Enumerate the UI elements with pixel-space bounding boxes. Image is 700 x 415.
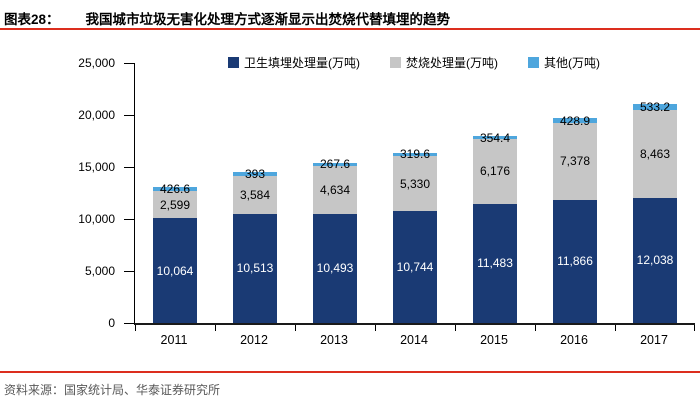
y-axis-labels: 25,000 20,000 15,000 10,000 5,000 0 (0, 56, 115, 330)
y-axis-tick (124, 115, 134, 116)
bar-segment-label: 10,744 (396, 260, 434, 275)
figure-header: 图表28： 我国城市垃圾无害化处理方式逐渐显示出焚烧代替填埋的趋势 (0, 0, 700, 30)
bar-2017: 12,038 8,463 533.2 (633, 100, 677, 323)
x-axis-tick (615, 325, 616, 331)
bar-segment: 319.6 (393, 148, 437, 160)
x-axis-label: 2013 (320, 333, 348, 347)
bar-segment-label: 6,176 (479, 164, 511, 179)
legend-item: 其他(万吨) (528, 54, 600, 71)
legend-item-label: 卫生填埋处理量(万吨) (244, 56, 360, 70)
bar-segment-label: 3,584 (239, 188, 271, 203)
bar-segment: 10,064 (153, 218, 197, 323)
x-axis-tick (135, 325, 136, 331)
x-axis-tick (535, 325, 536, 331)
figure-footer: 资料来源：国家统计局、华泰证券研究所 (0, 371, 700, 398)
y-axis-tick-label: 5,000 (84, 264, 115, 278)
x-axis-tick (215, 325, 216, 331)
bar-segment: 2,599 (153, 191, 197, 219)
legend-item-label: 焚烧处理量(万吨) (406, 56, 498, 70)
bar-segment-label: 10,513 (236, 261, 274, 276)
bar-segment: 7,378 (553, 122, 597, 200)
bar-segment: 4,634 (313, 165, 357, 214)
chart: 卫生填埋处理量(万吨) 焚烧处理量(万吨) 其他(万吨) 25,000 20,000 1… (0, 31, 700, 371)
legend-item-label: 其他(万吨) (544, 56, 600, 70)
bar-segment-label: 319.6 (399, 147, 431, 162)
y-axis-tick-label: 20,000 (78, 108, 115, 122)
bar-segment: 426.6 (153, 183, 197, 195)
plot-area: 10,064 2,599 426.6 10,513 3,584 393 10,493 4,63… (124, 63, 695, 331)
bar-segment-label: 354.4 (479, 130, 511, 145)
x-axis-label: 2016 (560, 333, 588, 347)
x-axis-label: 2011 (160, 333, 188, 347)
x-axis-tick (295, 325, 296, 331)
bar-segment-label: 5,330 (399, 176, 431, 191)
bar-segment: 267.6 (313, 158, 357, 170)
bar-segment: 11,483 (473, 203, 517, 323)
bar-segment-label: 10,493 (316, 261, 354, 276)
bar-2011: 10,064 2,599 426.6 (153, 183, 197, 323)
bar-2015: 11,483 6,176 354.4 (473, 132, 517, 323)
bar-2013: 10,493 4,634 267.6 (313, 158, 357, 323)
bar-segment-label: 10,064 (156, 263, 194, 278)
bar-segment-label: 2,599 (159, 197, 191, 212)
x-axis-label: 2012 (240, 333, 268, 347)
x-axis-label: 2014 (400, 333, 428, 347)
bar-segment-label: 426.6 (159, 182, 191, 197)
bar-segment-label: 8,463 (639, 146, 671, 161)
x-axis-tick (375, 325, 376, 331)
legend-swatch-icon (228, 57, 239, 68)
figure-label: 图表28： (4, 12, 60, 27)
y-axis-tick (124, 167, 134, 168)
legend-swatch-icon (390, 57, 401, 68)
y-axis-tick (124, 219, 134, 220)
y-axis-tick-label: 10,000 (78, 212, 115, 226)
figure-title: 我国城市垃圾无害化处理方式逐渐显示出焚烧代替填埋的趋势 (85, 12, 451, 27)
legend-swatch-icon (528, 57, 539, 68)
x-axis-labels: 2011 2012 2013 2014 2015 2016 2017 (134, 333, 694, 351)
bar-segment-label: 393 (244, 167, 266, 182)
legend-item: 卫生填埋处理量(万吨) (228, 54, 360, 71)
y-axis-tick (124, 323, 134, 324)
x-axis-tick (455, 325, 456, 331)
bar-segment: 11,866 (553, 199, 597, 323)
source-text: 资料来源：国家统计局、华泰证券研究所 (4, 383, 221, 397)
y-axis-tick (124, 271, 134, 272)
y-axis-tick-label: 15,000 (78, 160, 115, 174)
bar-segment: 3,584 (233, 176, 277, 214)
bar-segment-label: 428.9 (559, 113, 591, 128)
bar-segment: 428.9 (553, 115, 597, 127)
legend-item: 焚烧处理量(万吨) (390, 54, 498, 71)
x-axis-label: 2017 (640, 333, 668, 347)
bar-2014: 10,744 5,330 319.6 (393, 148, 437, 323)
bar-segment: 12,038 (633, 197, 677, 323)
bar-segment-label: 11,866 (557, 254, 593, 269)
bar-segment-label: 267.6 (319, 157, 351, 172)
bar-segment: 6,176 (473, 139, 517, 204)
legend: 卫生填埋处理量(万吨) 焚烧处理量(万吨) 其他(万吨) (134, 54, 694, 71)
bar-2016: 11,866 7,378 428.9 (553, 115, 597, 323)
bar-segment: 10,513 (233, 213, 277, 323)
x-axis-tick (694, 325, 695, 331)
bar-segment: 8,463 (633, 109, 677, 198)
bar-segment-label: 7,378 (559, 154, 591, 169)
bar-segment: 5,330 (393, 155, 437, 212)
x-axis-label: 2015 (480, 333, 508, 347)
bar-2012: 10,513 3,584 393 (233, 168, 277, 323)
bar-segment-label: 12,038 (636, 253, 674, 268)
bar-segment-label: 11,483 (477, 256, 513, 271)
bar-segment: 10,744 (393, 211, 437, 323)
bar-segment-label: 533.2 (639, 100, 671, 115)
bar-segment-label: 4,634 (319, 182, 351, 197)
y-axis-tick (124, 63, 134, 64)
bar-segment: 393 (233, 168, 277, 180)
bar-segment: 354.4 (473, 132, 517, 144)
bar-segment: 533.2 (633, 100, 677, 115)
bar-segment: 10,493 (313, 213, 357, 323)
y-axis-tick-label: 25,000 (78, 56, 115, 70)
y-axis-tick-label: 0 (108, 316, 115, 330)
